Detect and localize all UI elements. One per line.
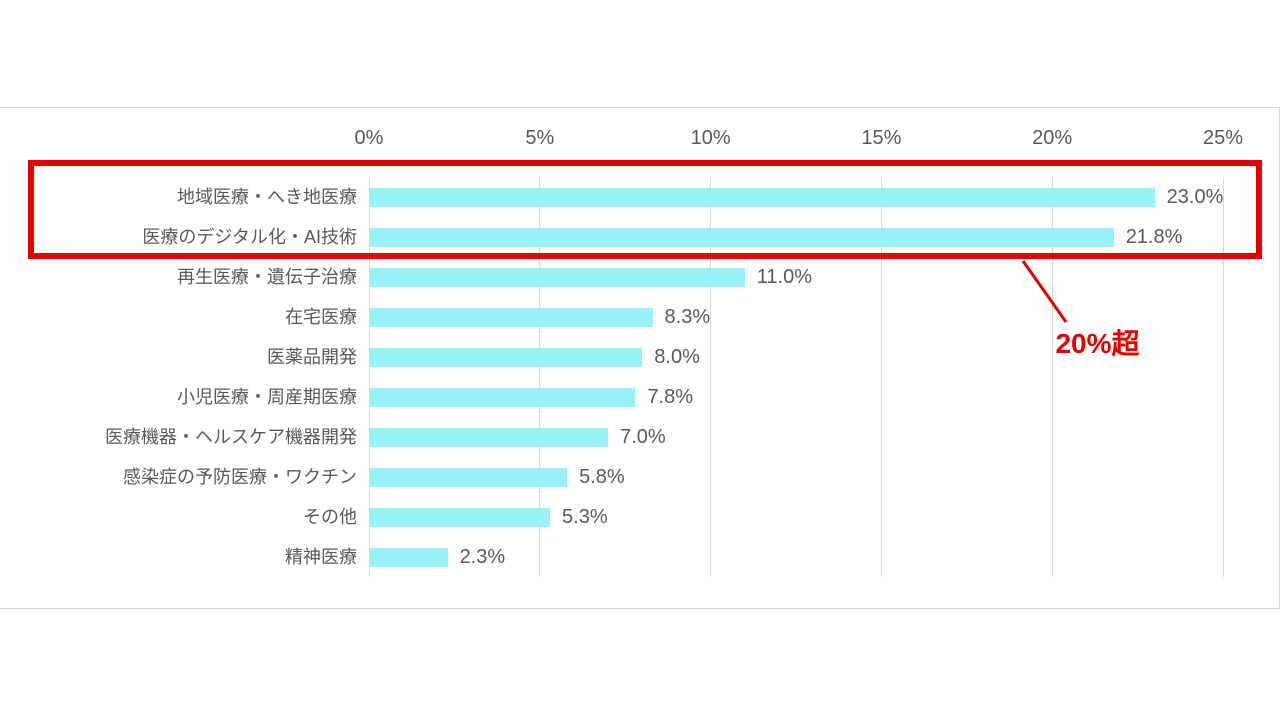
category-label: 医療のデジタル化・AI技術 <box>142 227 357 247</box>
x-axis-tick-label: 25% <box>1202 127 1244 149</box>
x-axis-tick-label: 0% <box>354 127 384 149</box>
category-label: 地域医療・へき地医療 <box>177 187 357 207</box>
gridline <box>880 177 882 577</box>
bar <box>369 307 653 327</box>
value-label: 5.8% <box>579 466 625 488</box>
value-label: 8.3% <box>664 306 711 328</box>
bar <box>369 347 643 367</box>
bar <box>369 547 448 567</box>
value-label: 21.8% <box>1125 226 1183 248</box>
category-label: 医療機器・ヘルスケア機器開発 <box>105 427 357 447</box>
gridline <box>710 177 712 577</box>
category-label: 在宅医療 <box>285 307 357 327</box>
highlight-box <box>28 160 1262 259</box>
value-label: 2.3% <box>459 546 506 568</box>
category-label: 再生医療・遺伝子治療 <box>177 267 357 287</box>
value-label: 5.3% <box>562 506 608 528</box>
bar <box>369 387 636 407</box>
bar <box>369 187 1155 207</box>
category-label: その他 <box>303 507 357 527</box>
x-axis-tick-label: 10% <box>690 127 731 149</box>
x-axis-tick-label: 15% <box>861 127 902 149</box>
bar <box>369 467 568 487</box>
gridline <box>368 177 370 577</box>
bar <box>369 227 1114 247</box>
x-axis-tick-label: 5% <box>525 127 555 149</box>
value-label: 7.0% <box>620 426 666 448</box>
value-label: 8.0% <box>654 346 700 368</box>
category-label: 精神医療 <box>285 547 357 567</box>
category-label: 小児医療・周産期医療 <box>177 387 357 407</box>
gridline <box>1051 177 1053 577</box>
bar <box>369 267 745 287</box>
callout-label: 20%超 <box>1055 328 1140 359</box>
gridline <box>539 177 541 577</box>
gridline <box>1222 177 1224 577</box>
category-label: 医薬品開発 <box>267 347 357 367</box>
bar <box>369 507 551 527</box>
value-label: 23.0% <box>1166 186 1224 208</box>
value-label: 11.0% <box>756 266 812 288</box>
bar <box>369 427 609 447</box>
x-axis-tick-label: 20% <box>1032 127 1073 149</box>
value-label: 7.8% <box>647 386 694 408</box>
category-label: 感染症の予防医療・ワクチン <box>123 467 357 487</box>
